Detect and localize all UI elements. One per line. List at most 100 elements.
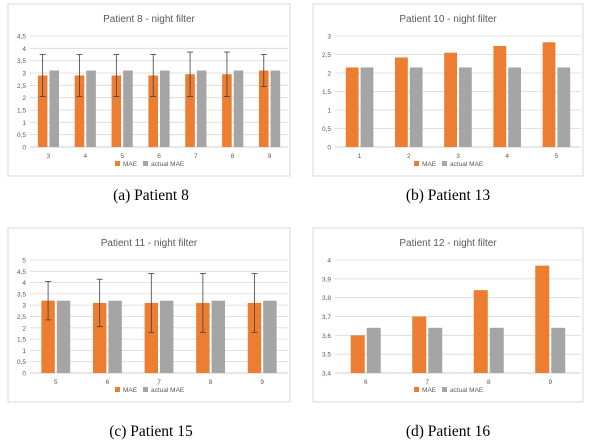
x-tick-label: 9 — [268, 153, 272, 160]
x-tick-label: 4 — [505, 153, 509, 160]
bar-actual-mae — [108, 300, 122, 373]
chart-caption-c: (c) Patient 15 — [109, 423, 193, 440]
y-tick-label: 3,7 — [322, 314, 331, 321]
x-tick-label: 6 — [106, 379, 110, 386]
bar-mae — [345, 67, 359, 147]
error-bar — [223, 51, 230, 97]
y-tick-label: 1,5 — [17, 337, 26, 344]
y-tick-label: 3 — [22, 71, 26, 78]
x-tick-label: 6 — [157, 153, 161, 160]
x-tick-label: 9 — [260, 379, 264, 386]
y-tick-label: 4 — [327, 258, 331, 265]
x-tick-label: 7 — [194, 153, 198, 160]
legend-swatch-actual-mae — [442, 387, 447, 392]
x-tick-label: 8 — [231, 153, 235, 160]
bar-actual-mae — [366, 327, 381, 373]
bar-mae — [395, 57, 408, 147]
bar-actual-mae — [360, 67, 374, 147]
y-tick-label: 3 — [327, 34, 331, 41]
legend-swatch-mae — [414, 161, 419, 166]
y-tick-label: 5 — [22, 258, 26, 265]
y-tick-label: 1,5 — [17, 108, 26, 115]
bar-mae — [350, 335, 365, 373]
bar-actual-mae — [459, 67, 472, 147]
legend-swatch-mae — [115, 387, 120, 392]
chart-caption-a: (a) Patient 8 — [113, 187, 189, 204]
legend-label-mae: MAE — [123, 387, 138, 394]
bar-mae — [473, 290, 488, 373]
bar-mae — [493, 45, 507, 147]
chart-title: Patient 8 - night filter — [103, 14, 195, 25]
bar-mae — [196, 302, 210, 373]
chart-panel-b: Patient 10 - night filter 0 0,5 1 1,5 2 2,5 3 1 2… — [305, 0, 595, 224]
x-tick-label: 7 — [425, 379, 429, 386]
error-bar — [148, 273, 155, 333]
legend-swatch-actual-mae — [143, 387, 148, 392]
legend-label-actual-mae: actual MAE — [151, 161, 185, 168]
x-tick-label: 3 — [47, 153, 51, 160]
chart-panel-a: Patient 8 - night filter 0 0,5 1 1,5 2 2,5 3 3,5… — [0, 0, 298, 224]
y-tick-label: 2,5 — [17, 83, 26, 90]
x-tick-label: 3 — [456, 153, 460, 160]
x-tick-label: 6 — [364, 379, 368, 386]
x-tick-label: 7 — [157, 379, 161, 386]
error-bar — [251, 273, 258, 333]
bar-mae — [542, 42, 556, 147]
bar-actual-mae — [160, 70, 170, 147]
error-bar — [113, 54, 120, 97]
error-bar — [199, 273, 206, 333]
bar-actual-mae — [551, 327, 566, 373]
bar-chart-d: Patient 12 - night filter 3,4 3,5 3,6 3,7 3,8… — [312, 227, 584, 403]
y-tick-label: 1 — [327, 108, 331, 115]
bar-actual-mae — [196, 70, 207, 147]
y-tick-label: 1 — [22, 348, 26, 355]
y-tick-label: 0 — [22, 145, 26, 152]
y-tick-label: 3,5 — [17, 291, 26, 298]
legend-swatch-mae — [115, 161, 120, 166]
y-tick-label: 3,5 — [17, 58, 26, 65]
legend-swatch-mae — [414, 387, 419, 392]
y-tick-label: 0 — [22, 371, 26, 378]
legend-label-mae: MAE — [422, 387, 437, 394]
error-bar — [45, 281, 52, 321]
bar-mae — [111, 75, 122, 147]
bar-chart-a: Patient 8 - night filter 0 0,5 1 1,5 2 2,5 3 3,5… — [7, 3, 291, 177]
bar-mae — [444, 52, 457, 147]
y-tick-label: 2 — [22, 325, 26, 332]
error-bar — [260, 54, 267, 87]
bar-mae — [148, 75, 158, 147]
chart-caption-b: (b) Patient 13 — [405, 187, 491, 204]
bar-actual-mae — [489, 327, 504, 373]
y-tick-label: 4,5 — [17, 34, 26, 41]
y-tick-label: 0 — [327, 145, 331, 152]
chart-panel-d: Patient 12 - night filter 3,4 3,5 3,6 3,7 3,8… — [305, 224, 595, 448]
bar-mae — [92, 302, 107, 373]
y-tick-label: 3,5 — [322, 352, 331, 359]
legend-label-actual-mae: actual MAE — [450, 161, 484, 168]
error-bar — [150, 54, 157, 97]
y-tick-label: 4 — [22, 280, 26, 287]
bar-actual-mae — [428, 327, 443, 373]
y-tick-label: 2 — [22, 95, 26, 102]
bar-mae — [144, 302, 158, 373]
bar-actual-mae — [123, 70, 133, 147]
legend-swatch-actual-mae — [143, 161, 148, 166]
x-tick-label: 5 — [120, 153, 124, 160]
bar-mae — [37, 75, 48, 147]
bar-actual-mae — [56, 300, 71, 373]
bar-mae — [222, 74, 232, 147]
x-tick-label: 4 — [83, 153, 87, 160]
y-tick-label: 3,9 — [322, 276, 331, 283]
chart-panel-c: Patient 11 - night filter 0 0,5 1 1,5 2 2,5 3 3,… — [0, 224, 298, 448]
bar-mae — [74, 75, 85, 147]
bar-actual-mae — [557, 67, 571, 147]
legend-swatch-actual-mae — [442, 161, 447, 166]
x-tick-label: 8 — [209, 379, 213, 386]
y-tick-label: 3 — [22, 303, 26, 310]
y-tick-label: 1,5 — [322, 89, 331, 96]
x-tick-label: 8 — [487, 379, 491, 386]
bar-mae — [185, 74, 195, 147]
y-tick-label: 2,5 — [322, 52, 331, 59]
y-tick-label: 3,8 — [322, 295, 331, 302]
chart-caption-d: (d) Patient 16 — [405, 423, 491, 440]
